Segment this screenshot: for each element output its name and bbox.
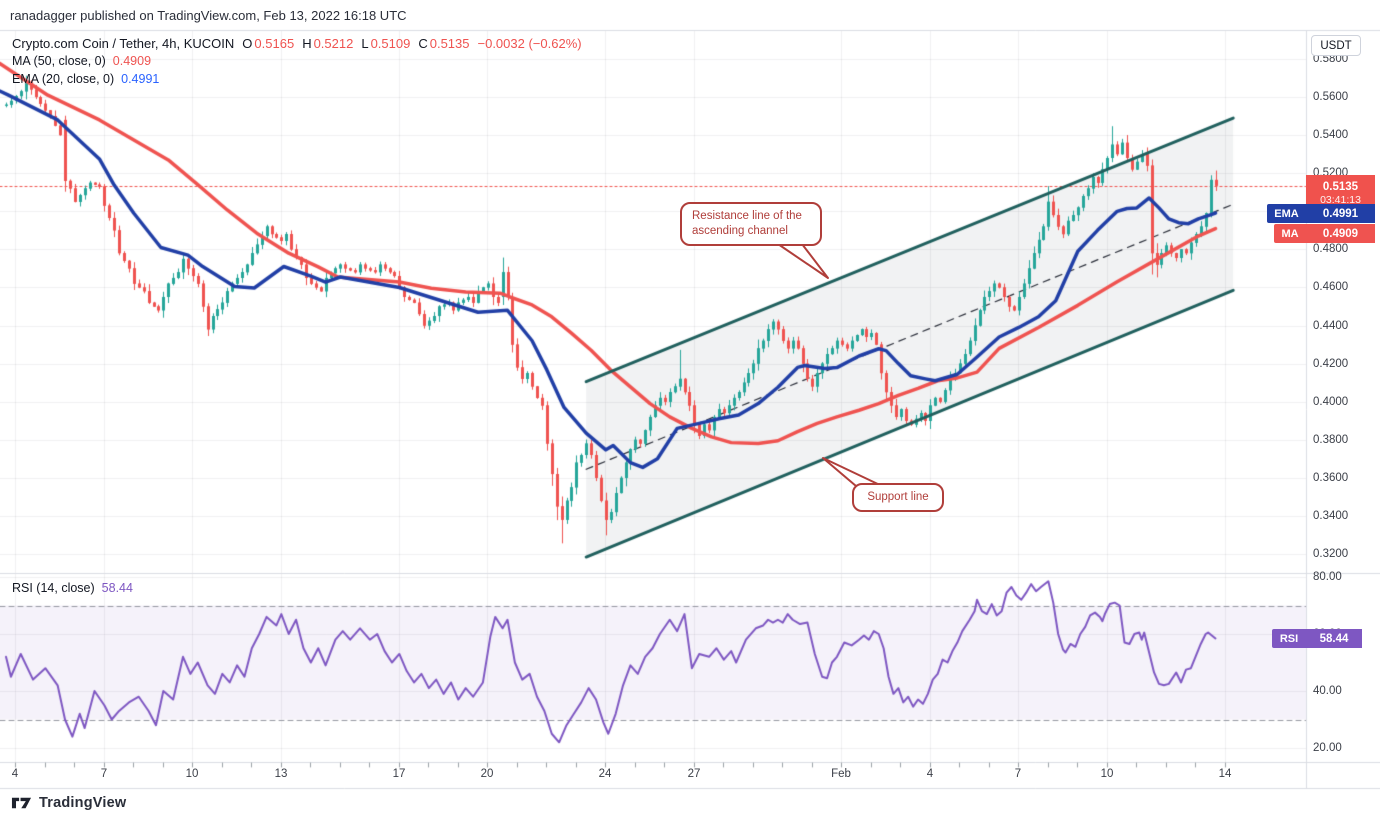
ma-label: MA (50, close, 0) — [12, 54, 106, 68]
ohlc-high: H 0.5212 — [302, 35, 354, 51]
currency-toggle-button[interactable]: USDT — [1311, 35, 1361, 56]
rsi-badge-value: 58.44 — [1306, 629, 1362, 648]
symbol-title[interactable]: Crypto.com Coin / Tether, 4h, KUCOIN — [12, 35, 235, 51]
ema-legend-row[interactable]: EMA (20, close, 0) 0.4991 — [12, 70, 582, 88]
ohlc-open: O 0.5165 — [242, 35, 295, 51]
ohlc-low: L 0.5109 — [361, 35, 411, 51]
ma-value: 0.4909 — [112, 54, 152, 68]
ema-badge-value: 0.4991 — [1306, 204, 1375, 223]
ema-badge-label: EMA — [1267, 204, 1306, 223]
rsi-value: 58.44 — [101, 581, 133, 595]
tradingview-attribution[interactable]: TradingView — [11, 795, 126, 811]
support-annotation[interactable]: Support line — [852, 483, 944, 512]
rsi-legend-row[interactable]: RSI (14, close) 58.44 — [12, 581, 133, 595]
ma-badge-label: MA — [1274, 224, 1306, 243]
ema-value: 0.4991 — [121, 72, 160, 86]
price-change: −0.0032 (−0.62%) — [477, 35, 582, 51]
symbol-legend-row: Crypto.com Coin / Tether, 4h, KUCOIN O 0.… — [12, 34, 582, 52]
publish-info: ranadagger published on TradingView.com,… — [10, 7, 407, 23]
resistance-annotation[interactable]: Resistance line of the ascending channel — [680, 202, 822, 246]
chart-legend: Crypto.com Coin / Tether, 4h, KUCOIN O 0.… — [12, 34, 582, 88]
bar-countdown: 03:41:13 — [1320, 193, 1361, 206]
resistance-callout-tail — [777, 243, 829, 279]
rsi-badge-label: RSI — [1272, 629, 1306, 648]
ohlc-close: C 0.5135 — [418, 35, 470, 51]
rsi-label: RSI (14, close) — [12, 581, 95, 595]
tradingview-wordmark: TradingView — [39, 795, 127, 811]
ema-label: EMA (20, close, 0) — [12, 72, 115, 86]
last-price-value: 0.5135 — [1322, 180, 1359, 193]
tradingview-logo-icon — [11, 797, 32, 809]
publish-bar: ranadagger published on TradingView.com,… — [0, 0, 1380, 30]
ma-badge-value: 0.4909 — [1306, 224, 1375, 243]
ma-legend-row[interactable]: MA (50, close, 0) 0.4909 — [12, 52, 582, 70]
